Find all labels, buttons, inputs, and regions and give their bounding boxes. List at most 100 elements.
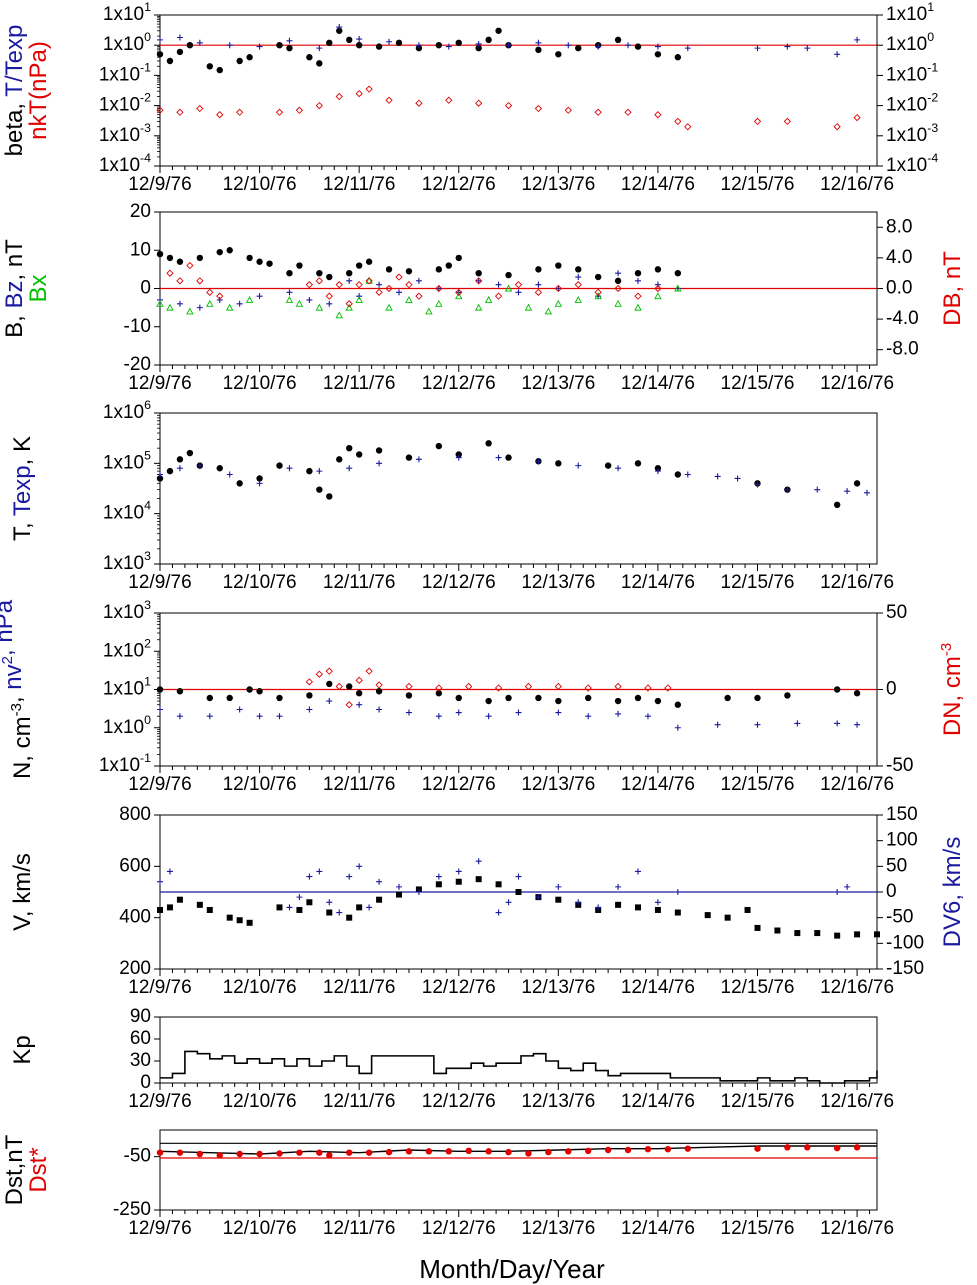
y-axis-label: beta, T/Texp [1, 25, 28, 157]
data-point-diamond [216, 111, 224, 119]
data-point-square [435, 881, 442, 888]
data-point-dot [266, 260, 273, 267]
y-right-tick-label: 0.0 [886, 278, 912, 299]
data-point-dot [385, 266, 393, 273]
data-point-plus [854, 36, 861, 43]
tick-base: -150 [886, 958, 924, 979]
data-point-dot [445, 262, 452, 269]
data-point-triangle [385, 303, 393, 311]
plot-frame [159, 1016, 878, 1084]
x-tick-label: 12/9/76 [128, 1091, 191, 1112]
series-red-diamond [305, 667, 672, 709]
y-tick-label: 20 [130, 201, 151, 222]
tick-base: -20 [124, 354, 151, 375]
data-point-plus [844, 488, 851, 495]
tick-exponent: -4 [140, 151, 151, 165]
data-point-diamond [385, 96, 393, 104]
data-point-diamond [753, 117, 762, 126]
data-point-plus [316, 868, 323, 875]
x-tick-label: 12/9/76 [128, 174, 191, 195]
data-point-triangle [425, 307, 433, 315]
data-point-square [475, 876, 482, 883]
tick-exponent: -1 [140, 751, 151, 765]
data-point-plus [176, 713, 183, 720]
data-point-dot [375, 688, 383, 695]
data-point-diamond [564, 106, 572, 114]
x-tick-label: 12/15/76 [721, 1091, 795, 1112]
data-point-dot [634, 694, 642, 702]
tick-base: 1x10 [103, 503, 144, 524]
data-point-dot [236, 1150, 243, 1158]
data-point-dot [296, 1149, 303, 1156]
data-point-triangle [574, 296, 583, 303]
data-point-plus [455, 709, 462, 716]
tick-base: -250 [113, 1199, 151, 1220]
tick-base: 1x10 [103, 602, 144, 623]
x-tick-label: 12/14/76 [621, 977, 695, 998]
data-point-diamond [435, 284, 443, 293]
y-axis-label-part: -3 [8, 703, 25, 716]
data-point-diamond [783, 117, 792, 126]
data-point-dot [316, 1149, 323, 1156]
tick-base: 1x10 [886, 34, 927, 55]
data-point-dot [336, 27, 343, 34]
data-point-dot [346, 444, 353, 452]
data-point-diamond [166, 269, 174, 277]
data-point-diamond [445, 96, 453, 104]
data-point-square [744, 906, 751, 913]
data-point-triangle [435, 299, 443, 307]
data-point-dot [405, 692, 413, 699]
data-point-dot [784, 1144, 791, 1151]
plot-frame [159, 14, 878, 167]
y-tick-label: 1x10-2 [99, 91, 151, 116]
data-point-plus [316, 468, 323, 475]
data-point-dot [336, 456, 343, 463]
data-point-diamond [405, 682, 413, 691]
data-point-dot [276, 1150, 283, 1157]
data-point-plus [226, 42, 233, 49]
y-right-tick-label: 0 [886, 679, 897, 700]
data-point-plus [515, 289, 522, 296]
x-tick-label: 12/12/76 [422, 373, 496, 394]
tick-base: -50 [886, 755, 913, 776]
data-point-dot [326, 1152, 333, 1159]
y-right-tick-label: 1x10-1 [886, 61, 938, 86]
data-point-dot [634, 270, 642, 277]
data-point-plus [415, 889, 422, 895]
data-point-plus [475, 40, 482, 47]
y-tick-label: 1x10-1 [99, 751, 151, 776]
panel-magnetic: 20 10 0 -10 -20 8.0 4.0 0.0 -4.0 -8.0 12/9/76 12/10… [1, 201, 966, 394]
tick-exponent: 5 [144, 449, 151, 463]
x-tick-label: 12/12/76 [422, 1218, 496, 1239]
data-point-plus [684, 45, 691, 52]
data-point-diamond [475, 99, 483, 107]
data-point-diamond [674, 117, 682, 126]
data-point-plus [615, 710, 622, 717]
data-point-square [515, 889, 522, 895]
data-point-dot [306, 54, 313, 61]
data-point-plus [376, 878, 383, 885]
data-point-dot [355, 42, 363, 49]
data-point-plus [475, 277, 482, 284]
data-point-plus [615, 465, 622, 472]
data-point-dot [674, 54, 682, 61]
data-point-plus [794, 720, 801, 727]
data-point-square [296, 906, 303, 913]
data-point-triangle [355, 296, 363, 303]
data-point-plus [336, 909, 343, 916]
data-point-plus [714, 721, 721, 728]
data-point-plus [435, 873, 442, 880]
data-point-dot [316, 60, 323, 67]
data-point-square [396, 891, 402, 898]
tick-base: 1x10 [103, 402, 144, 423]
tick-base: 30 [130, 1050, 151, 1071]
data-point-dot [156, 475, 164, 482]
data-point-dot [485, 440, 492, 447]
x-tick-label: 12/9/76 [128, 774, 191, 795]
data-point-plus [286, 465, 293, 472]
data-point-triangle [634, 303, 642, 311]
data-point-dot [654, 51, 662, 58]
data-point-plus [157, 36, 163, 43]
data-point-dot [684, 1145, 691, 1152]
